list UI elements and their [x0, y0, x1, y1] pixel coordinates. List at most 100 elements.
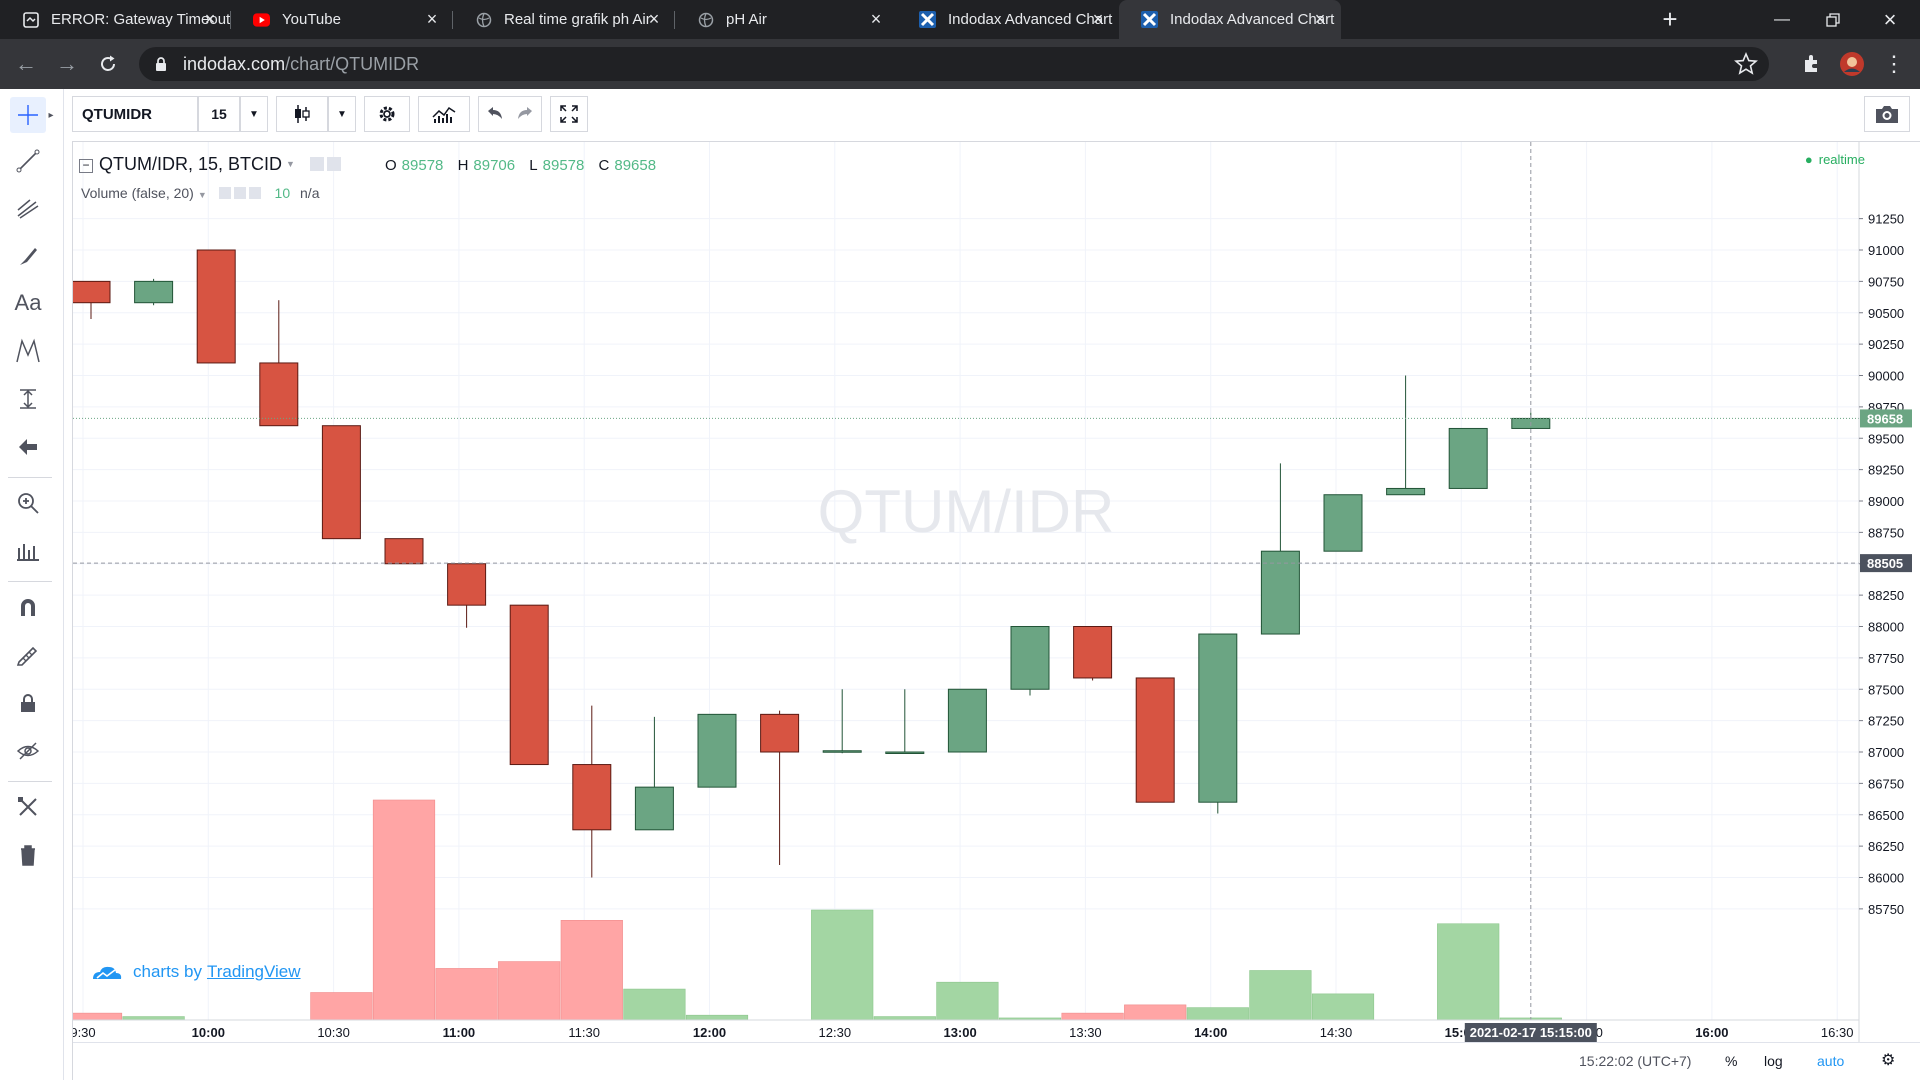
magnet-tool[interactable]: [10, 589, 46, 625]
tab-youtube[interactable]: YouTube ×: [231, 0, 453, 39]
fib-tool[interactable]: [10, 191, 46, 227]
interval-dropdown-chevron-down-icon[interactable]: ▼: [240, 96, 268, 132]
tools-settings[interactable]: [10, 789, 46, 825]
volume-settings-icon[interactable]: [218, 187, 231, 199]
measure-tool[interactable]: [10, 381, 46, 417]
omnibox[interactable]: indodax.com/chart/QTUMIDR: [139, 47, 1769, 81]
candle-body[interactable]: [947, 688, 987, 753]
remove-drawings[interactable]: [10, 837, 46, 873]
candle-body[interactable]: [572, 764, 612, 831]
forward-button[interactable]: →: [56, 51, 78, 76]
lock-icon: [156, 57, 166, 71]
candle-body[interactable]: [73, 280, 111, 304]
back-arrow-tool[interactable]: [10, 429, 46, 465]
gear-icon[interactable]: ⚙: [1881, 1052, 1896, 1069]
text-tool[interactable]: Aa: [10, 285, 46, 321]
settings-button[interactable]: [364, 96, 410, 132]
series-title[interactable]: QTUM/IDR, 15, BTCID: [99, 154, 283, 174]
brush-tool[interactable]: [10, 239, 46, 275]
candle-body[interactable]: [1260, 550, 1300, 635]
chart-canvas[interactable]: QTUM/IDR 91250 91000 90750 90500 90250 90000 89…: [73, 142, 1920, 1042]
legend-settings-icon[interactable]: [309, 157, 324, 171]
close-icon[interactable]: ×: [1092, 9, 1104, 29]
new-tab-button[interactable]: +: [1662, 4, 1678, 34]
lock-all-tool[interactable]: [10, 685, 46, 721]
pattern-tool[interactable]: [10, 333, 46, 369]
volume-title[interactable]: Volume (false, 20): [81, 185, 194, 201]
price-tick-label: 88250: [1868, 588, 1904, 603]
reload-button[interactable]: [94, 50, 122, 78]
legend-chevron-down-icon[interactable]: ▼: [286, 159, 295, 169]
magnet-icon: [21, 599, 35, 616]
tradingview-branding[interactable]: charts by TradingView: [91, 962, 301, 982]
long-position-tool[interactable]: [10, 533, 46, 569]
volume-close-icon[interactable]: [248, 187, 261, 199]
candle-body[interactable]: [760, 713, 800, 753]
candle-body[interactable]: [321, 425, 361, 540]
lock-drawing-mode-tool[interactable]: [10, 637, 46, 673]
hide-drawings-tool[interactable]: [10, 733, 46, 769]
symbol-search-input[interactable]: QTUMIDR: [72, 96, 198, 132]
tab-ph-air[interactable]: pH Air ×: [675, 0, 897, 39]
avatar[interactable]: [1838, 50, 1866, 78]
crosshair-menu-arrow-icon[interactable]: ▸: [48, 109, 54, 121]
undo-icon[interactable]: [484, 103, 506, 125]
close-icon[interactable]: ×: [1314, 9, 1326, 29]
close-window-button[interactable]: ×: [1883, 7, 1897, 32]
tab-indodax-advanced-chart-active[interactable]: Indodax Advanced Chart ×: [1119, 0, 1341, 39]
legend-visibility-icon[interactable]: [326, 157, 341, 171]
zoom-tool[interactable]: [10, 485, 46, 521]
auto-scale-toggle[interactable]: auto: [1817, 1053, 1845, 1069]
collapse-legend-icon[interactable]: −: [79, 159, 93, 173]
close-icon[interactable]: ×: [204, 9, 216, 29]
crosshair-tool[interactable]: [10, 97, 46, 133]
browser-menu-icon[interactable]: ⋮: [1883, 51, 1905, 76]
candle-body[interactable]: [447, 563, 487, 606]
url-text[interactable]: indodax.com/chart/QTUMIDR: [183, 54, 419, 75]
chart-container[interactable]: QTUM/IDR 91250 91000 90750 90500 90250 90000 89…: [72, 141, 1920, 1081]
candle-body[interactable]: [1010, 626, 1050, 690]
tab-indodax-advanced-chart[interactable]: Indodax Advanced Chart ×: [897, 0, 1119, 39]
candle-body[interactable]: [697, 713, 737, 788]
candle-body[interactable]: [134, 280, 174, 304]
back-button[interactable]: ←: [15, 51, 37, 76]
candle-body[interactable]: [634, 786, 674, 831]
candle-body[interactable]: [1386, 487, 1426, 496]
chart-type-chevron-down-icon[interactable]: ▼: [328, 96, 356, 132]
candle-body[interactable]: [1073, 626, 1113, 679]
volume-chevron-down-icon[interactable]: ▼: [197, 190, 207, 200]
trend-line-tool[interactable]: [10, 143, 46, 179]
price-axis[interactable]: [1859, 142, 1920, 1042]
volume-bar: [1186, 1007, 1249, 1021]
extensions-icon[interactable]: [1798, 50, 1826, 78]
candle-body[interactable]: [384, 538, 424, 565]
volume-bar: [623, 988, 686, 1021]
close-icon[interactable]: ×: [870, 9, 882, 29]
bookmark-star-icon[interactable]: [1733, 51, 1759, 77]
indicators-button[interactable]: [418, 96, 470, 132]
candle-body[interactable]: [822, 750, 862, 753]
screenshot-button[interactable]: [1864, 96, 1910, 132]
restore-button[interactable]: [1813, 6, 1853, 34]
candle-body[interactable]: [1448, 427, 1488, 489]
fullscreen-button[interactable]: [550, 96, 588, 132]
tradingview-link[interactable]: TradingView: [206, 962, 301, 981]
log-scale-toggle[interactable]: log: [1764, 1053, 1783, 1069]
candle-body[interactable]: [1135, 677, 1175, 803]
candle-body[interactable]: [196, 249, 236, 364]
volume-format-icon[interactable]: [233, 187, 246, 199]
close-icon[interactable]: ×: [426, 9, 438, 29]
tab-real-time-grafik[interactable]: Real time grafik ph Air ×: [453, 0, 675, 39]
minimize-button[interactable]: —: [1774, 11, 1790, 28]
close-icon[interactable]: ×: [648, 9, 660, 29]
interval-select[interactable]: 15: [198, 96, 240, 132]
redo-icon[interactable]: [514, 103, 536, 125]
chart-type-button[interactable]: [276, 96, 328, 132]
candle-body[interactable]: [259, 362, 299, 427]
candle-body[interactable]: [885, 751, 925, 754]
tab-error-gateway-timeout[interactable]: ERROR: Gateway Timeout ×: [0, 0, 231, 39]
candle-body[interactable]: [1323, 494, 1363, 552]
candle-body[interactable]: [509, 604, 549, 766]
percent-scale-toggle[interactable]: %: [1725, 1053, 1738, 1069]
candle-body[interactable]: [1198, 633, 1238, 803]
